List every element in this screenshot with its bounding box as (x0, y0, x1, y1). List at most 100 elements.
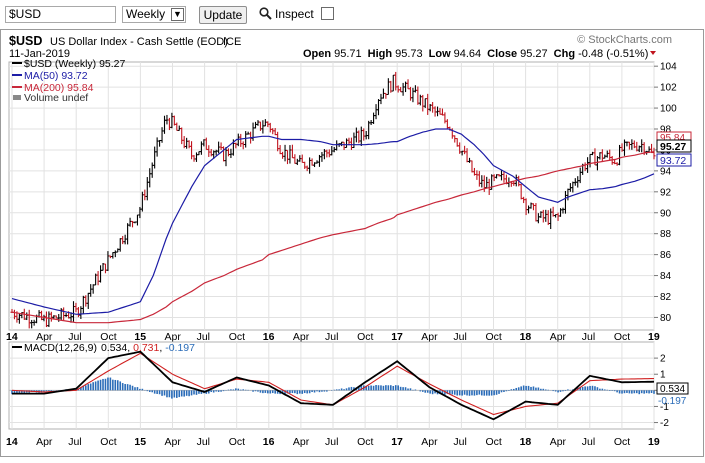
x-tick-label: Jul (325, 436, 338, 448)
macd-x-axis: 14 Apr Jul Oct 15 Apr Jul Oct 16 Apr Jul Oct 17 Apr Ju… (6, 436, 660, 448)
x-tick-label: Oct (614, 331, 630, 343)
period-select-value: Weekly (126, 7, 166, 21)
x-tick-label: 19 (648, 331, 660, 343)
high-value: 95.73 (395, 48, 423, 60)
header-symbol: $USD (9, 34, 42, 48)
low-label: Low (429, 48, 451, 60)
price-y-tick-label: 94 (660, 166, 672, 177)
ohlc-readout: Open 95.71 High 95.73 Low 94.64 Close 95.27 Chg -… (303, 48, 648, 60)
down-arrow-icon (650, 51, 656, 55)
macd-y-tick-label: 2 (660, 354, 666, 365)
x-tick-label: Apr (421, 436, 438, 448)
symbol-input[interactable]: $USD (5, 6, 116, 23)
header-date: 11-Jan-2019 (9, 48, 70, 60)
price-y-tick-label: 88 (660, 229, 672, 240)
price-x-axis: 14 Apr Jul Oct 15 Apr Jul Oct 16 Apr Jul Oct 17 Apr Ju… (6, 331, 660, 343)
price-y-tick-label: 100 (660, 104, 677, 115)
x-tick-label: 14 (6, 436, 18, 448)
macd-histogram (11, 377, 655, 399)
ma50-line (11, 128, 655, 315)
macd-y-tick-label: -2 (660, 418, 669, 429)
hist-tag: -0.197 (658, 396, 687, 407)
x-tick-label: Oct (486, 331, 502, 343)
x-tick-label: Oct (486, 436, 502, 448)
x-tick-label: 17 (391, 436, 403, 448)
macd-legend-sep1: , (127, 342, 133, 354)
price-y-tick-label: 90 (660, 208, 672, 219)
x-tick-label: Jul (68, 436, 81, 448)
x-tick-label: Jul (197, 436, 210, 448)
x-tick-label: Jul (325, 331, 338, 343)
x-tick-label: Apr (165, 436, 182, 448)
macd-legend-macd: 0.534 (101, 342, 127, 354)
header-exchange: ICE (223, 36, 241, 48)
update-button[interactable]: Update (199, 6, 247, 24)
close-label: Close (487, 48, 517, 60)
x-tick-label: Jul (197, 331, 210, 343)
price-bars (10, 71, 656, 329)
legend-swatch-volume (13, 95, 21, 100)
low-value: 94.64 (454, 48, 482, 60)
macd-line (12, 350, 655, 421)
macd-y-tick-label: 1 (660, 370, 666, 381)
legend-price: $USD (Weekly) 95.27 (24, 58, 126, 70)
price-y-tick-label: 92 (660, 187, 672, 198)
price-y-axis: 80828486889092949698100102104 (654, 62, 677, 324)
legend-ma200: MA(200) 95.84 (24, 82, 94, 94)
x-tick-label: Apr (421, 331, 438, 343)
search-icon (259, 7, 272, 25)
x-tick-label: Oct (614, 436, 630, 448)
macd-legend-text: MACD(12,26,9) 0.534, 0.731, -0.197 (24, 342, 195, 354)
close-tag-box (656, 139, 692, 153)
x-tick-label: Oct (100, 331, 116, 343)
x-tick-label: 18 (520, 436, 532, 448)
x-tick-label: Apr (293, 331, 310, 343)
period-select[interactable]: Weekly ▼ (122, 6, 186, 23)
close-tag: 95.27 (660, 141, 686, 153)
open-value: 95.71 (334, 48, 362, 60)
x-tick-label: 14 (6, 331, 18, 343)
x-tick-label: Apr (165, 331, 182, 343)
x-tick-label: Jul (582, 331, 595, 343)
price-y-tick-label: 104 (660, 62, 677, 73)
header-name: US Dollar Index - Cash Settle (EOD) (50, 36, 228, 48)
x-tick-label: Jul (453, 436, 466, 448)
price-y-tick-label: 98 (660, 125, 672, 136)
x-tick-label: 15 (134, 331, 146, 343)
macd-tag-box (656, 382, 689, 395)
x-tick-label: Apr (36, 436, 53, 448)
price-y-tick-label: 80 (660, 313, 672, 324)
x-tick-label: Jul (68, 331, 81, 343)
macd-legend-signal: 0.731 (133, 342, 159, 354)
price-y-tick-label: 82 (660, 292, 672, 303)
x-tick-label: Oct (229, 331, 245, 343)
chevron-down-icon: ▼ (171, 8, 184, 21)
toolbar: $USD Weekly ▼ Update Inspect (0, 0, 705, 28)
x-tick-label: Apr (550, 436, 567, 448)
legend-ma50: MA(50) 93.72 (24, 70, 88, 82)
macd-legend-label: MACD(12,26,9) (24, 342, 97, 354)
macd-legend: MACD(12,26,9) 0.534, 0.731, -0.197 (12, 342, 195, 354)
price-y-tick-label: 84 (660, 271, 672, 282)
x-tick-label: Oct (100, 436, 116, 448)
brand-logo: © StockCharts.com (577, 34, 672, 46)
ma50-tag: 93.72 (660, 155, 686, 167)
x-tick-label: 16 (263, 436, 275, 448)
close-value: 95.27 (520, 48, 548, 60)
inspect-checkbox[interactable] (321, 7, 334, 20)
x-tick-label: 19 (648, 436, 660, 448)
inspect-label: Inspect (275, 7, 314, 21)
macd-legend-hist: -0.197 (165, 342, 195, 354)
open-label: Open (303, 48, 331, 60)
chart-svg: $USD US Dollar Index - Cash Settle (EOD)… (0, 29, 704, 457)
high-label: High (368, 48, 393, 60)
x-tick-label: Apr (293, 436, 310, 448)
x-tick-label: 18 (520, 331, 532, 343)
x-tick-label: Oct (357, 331, 373, 343)
x-tick-label: 17 (391, 331, 403, 343)
chart-frame: $USD US Dollar Index - Cash Settle (EOD)… (0, 29, 705, 458)
macd-y-tick-label: -1 (660, 402, 669, 413)
chg-label: Chg (554, 48, 575, 60)
x-tick-label: Jul (582, 436, 595, 448)
ma200-tag: 95.84 (660, 133, 685, 144)
